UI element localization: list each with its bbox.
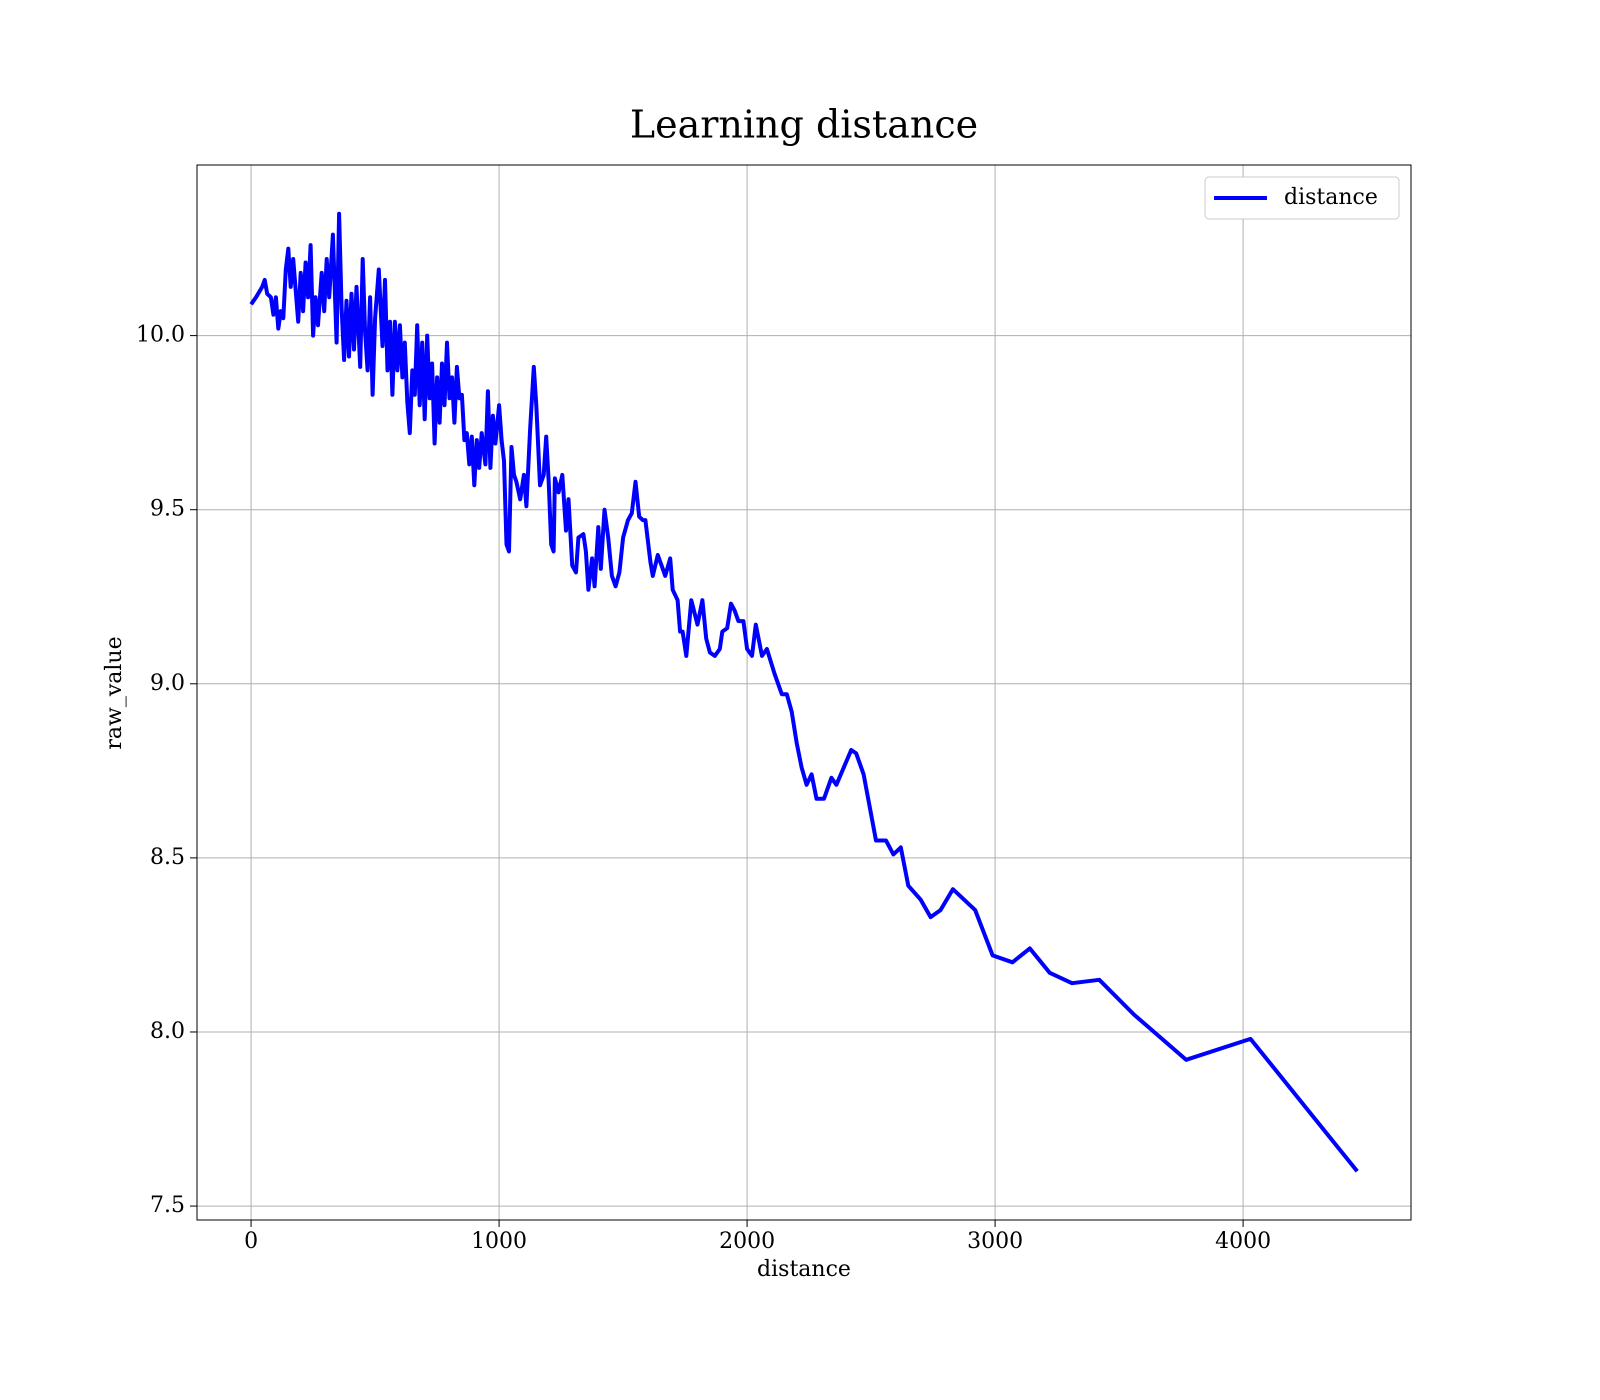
chart-title: Learning distance [630, 103, 978, 147]
y-tick-label: 9.0 [150, 671, 185, 696]
y-tick-label: 7.5 [150, 1193, 185, 1218]
y-axis-label: raw_value [102, 636, 127, 749]
y-tick-label: 8.0 [150, 1019, 185, 1044]
x-axis-label: distance [757, 1257, 851, 1282]
data-line [249, 211, 1359, 1173]
y-tick-label: 10.0 [136, 323, 185, 348]
y-tick-label: 9.5 [150, 497, 185, 522]
x-tick-label: 3000 [967, 1229, 1023, 1254]
y-tick-label: 8.5 [150, 845, 185, 870]
x-tick-label: 0 [244, 1229, 258, 1254]
legend-label: distance [1284, 185, 1378, 210]
x-tick-label: 1000 [471, 1229, 527, 1254]
plot-frame [196, 164, 1412, 1221]
legend-box [1204, 176, 1400, 220]
x-tick-label: 2000 [719, 1229, 775, 1254]
x-tick-label: 4000 [1215, 1229, 1271, 1254]
